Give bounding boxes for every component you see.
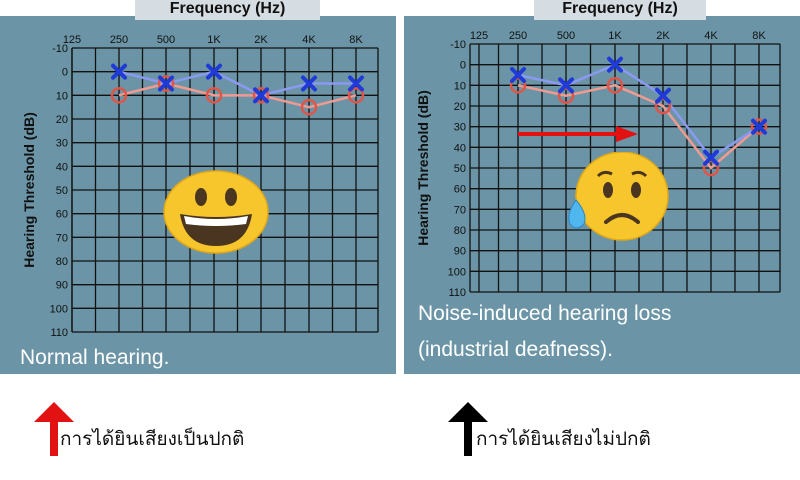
x-tick-label: 500 — [557, 30, 575, 42]
y-tick-label: 60 — [454, 184, 466, 196]
banner-gap — [404, 0, 534, 16]
x-axis-title: Frequency (Hz) — [135, 0, 320, 20]
o-marker-point — [606, 77, 624, 94]
caption-loss-line-2: (industrial deafness). — [418, 338, 613, 361]
y-tick-label: 10 — [56, 90, 68, 102]
x-tick-label: 8K — [349, 34, 363, 46]
y-tick-label: 50 — [454, 163, 466, 175]
y-tick-label: 40 — [56, 161, 68, 173]
x-marker-point — [111, 63, 127, 80]
audiogram-panel-normal: Frequency (Hz) -10 0 10 20 30 40 50 60 70 80 90 100… — [0, 0, 396, 374]
x-tick-label: 125 — [63, 34, 81, 46]
o-marker-point — [347, 87, 365, 104]
x-marker-point — [558, 77, 574, 94]
caption-loss-line-1: Noise-induced hearing loss — [418, 302, 672, 325]
black-up-arrow-icon — [448, 402, 488, 456]
x-marker-point — [510, 67, 526, 83]
o-marker-point — [654, 97, 672, 115]
y-tick-label: 90 — [454, 246, 466, 258]
red-right-arrow-icon — [518, 126, 638, 142]
x-tick-label: 4K — [704, 30, 718, 42]
banner-gap — [706, 0, 800, 16]
y-tick-label: 110 — [50, 327, 68, 339]
o-marker-point — [509, 77, 527, 94]
red-up-arrow-icon — [34, 402, 74, 456]
o-marker-point — [750, 118, 768, 135]
x-marker-point — [703, 149, 719, 166]
x-marker-point — [607, 56, 623, 73]
y-tick-label: 70 — [454, 204, 466, 216]
audiogram-panel-loss: Frequency (Hz) -10 0 10 20 30 40 50 60 70 80 90 100… — [404, 0, 800, 374]
y-tick-label: 20 — [454, 101, 466, 113]
x-marker-point — [253, 87, 269, 104]
y-tick-label: 60 — [56, 209, 68, 221]
o-marker-point — [205, 87, 223, 104]
x-marker-point — [158, 75, 174, 92]
y-tick-label: 50 — [56, 185, 68, 197]
x-tick-label: 1K — [608, 30, 622, 42]
x-marker-point — [751, 118, 767, 135]
y-tick-label: 80 — [454, 225, 466, 237]
x-tick-label: 500 — [157, 34, 175, 46]
x-marker-point — [348, 75, 364, 92]
y-tick-label: 80 — [56, 256, 68, 268]
x-marker-point — [301, 75, 317, 92]
x-tick-label: 2K — [254, 34, 268, 46]
sad-but-relieved-face-icon — [568, 152, 669, 241]
y-tick-label: 0 — [62, 67, 68, 79]
air-conduction-x-line — [517, 63, 760, 160]
normal-hearing-thai-label: การได้ยินเสียงเป็นปกติ — [60, 428, 245, 450]
banner-gap — [320, 0, 396, 16]
panel-divider — [396, 0, 404, 374]
audiogram-chart-normal: -10 0 10 20 30 40 50 60 70 80 90 100 110 125 250 500 1K 2… — [21, 34, 379, 339]
o-marker-point — [557, 87, 575, 104]
y-tick-label: 70 — [56, 232, 68, 244]
y-tick-label: 40 — [454, 142, 466, 154]
y-tick-label: 30 — [454, 122, 466, 134]
abnormal-hearing-thai-label: การได้ยินเสียงไม่ปกติ — [476, 428, 651, 450]
o-marker-point — [252, 87, 270, 104]
y-tick-label: 100 — [50, 303, 68, 315]
x-axis-title: Frequency (Hz) — [534, 0, 706, 20]
y-tick-label: 0 — [460, 60, 466, 72]
y-tick-label: -10 — [450, 39, 466, 51]
o-marker-point — [110, 87, 128, 104]
y-axis-label: Hearing Threshold (dB) — [415, 90, 431, 246]
y-tick-label: 100 — [448, 266, 466, 278]
x-tick-label: 1K — [207, 34, 221, 46]
x-marker-point — [655, 87, 671, 104]
y-tick-label: 10 — [454, 80, 466, 92]
y-tick-label: 20 — [56, 114, 68, 126]
banner-gap — [0, 0, 135, 16]
x-marker-point — [206, 63, 222, 80]
x-tick-label: 4K — [302, 34, 316, 46]
x-tick-label: 8K — [752, 30, 766, 42]
x-tick-label: 125 — [470, 30, 488, 42]
y-tick-label: -10 — [52, 43, 68, 55]
x-tick-label: 250 — [509, 30, 527, 42]
x-tick-label: 2K — [656, 30, 670, 42]
o-marker-point — [157, 75, 175, 92]
y-tick-label: 110 — [448, 287, 466, 299]
caption-normal: Normal hearing. — [20, 346, 170, 369]
grinning-face-icon — [163, 170, 269, 254]
o-marker-point — [702, 159, 720, 177]
y-axis-label: Hearing Threshold (dB) — [21, 112, 37, 268]
x-tick-label: 250 — [110, 34, 128, 46]
y-tick-label: 30 — [56, 138, 68, 150]
o-marker-point — [300, 98, 318, 116]
y-tick-label: 90 — [56, 280, 68, 292]
